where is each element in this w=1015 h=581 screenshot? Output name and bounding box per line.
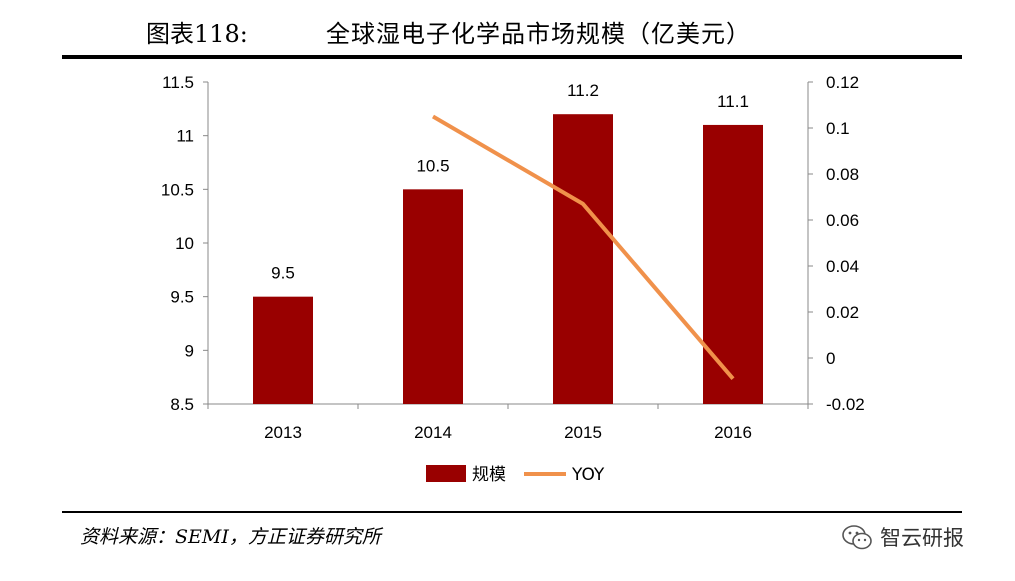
x-tick-label: 2014 (414, 423, 452, 442)
left-tick-label: 10 (175, 234, 194, 253)
left-tick-label: 11.5 (162, 73, 194, 92)
right-tick-label: 0.1 (826, 119, 850, 138)
x-tick-label: 2016 (714, 423, 752, 442)
left-tick-label: 9.5 (170, 288, 194, 307)
source-note: 资料来源：SEMI，方正证券研究所 (80, 526, 381, 548)
bar-data-label: 11.2 (567, 81, 599, 100)
right-tick-label: 0.06 (826, 211, 859, 230)
right-tick-label: 0.08 (826, 165, 859, 184)
right-tick-label: 0.12 (826, 73, 859, 92)
bar-2016 (703, 124, 763, 404)
left-tick-label: 9 (185, 341, 194, 360)
watermark-text: 智云研报 (880, 526, 964, 550)
chart-area: 8.5 9 9.5 10 10.5 11 11.5 -0.02 0 0.02 0.04 0.06 0.0… (161, 73, 865, 485)
figure-title-bar: 图表118: 全球湿电子化学品市场规模（亿美元） (0, 8, 1015, 48)
bar-2015 (553, 114, 613, 404)
top-rule (62, 55, 962, 59)
watermark: 智云研报 (840, 520, 964, 554)
bottom-rule (62, 511, 962, 513)
legend-label-bar: 规模 (472, 465, 506, 485)
right-tick-label: 0 (826, 349, 835, 368)
bar-2014 (403, 189, 463, 404)
right-tick-label: -0.02 (826, 395, 865, 414)
legend-label-line: YOY (571, 465, 605, 485)
figure-label: 图表118: (146, 20, 248, 48)
bar-data-label: 11.1 (717, 92, 749, 111)
wechat-icon (842, 525, 872, 550)
x-tick-label: 2015 (564, 423, 602, 442)
figure-title: 全球湿电子化学品市场规模（亿美元） (326, 20, 751, 48)
bar-2013 (253, 296, 313, 404)
right-tick-label: 0.04 (826, 257, 859, 276)
x-tick-label: 2013 (264, 423, 302, 442)
legend-swatch-bar (426, 465, 466, 482)
bar-data-label: 9.5 (271, 264, 295, 283)
bar-data-label: 10.5 (416, 156, 449, 175)
left-tick-label: 10.5 (161, 180, 194, 199)
left-tick-label: 11 (176, 127, 194, 146)
right-tick-label: 0.02 (826, 303, 859, 322)
left-tick-label: 8.5 (170, 395, 194, 414)
